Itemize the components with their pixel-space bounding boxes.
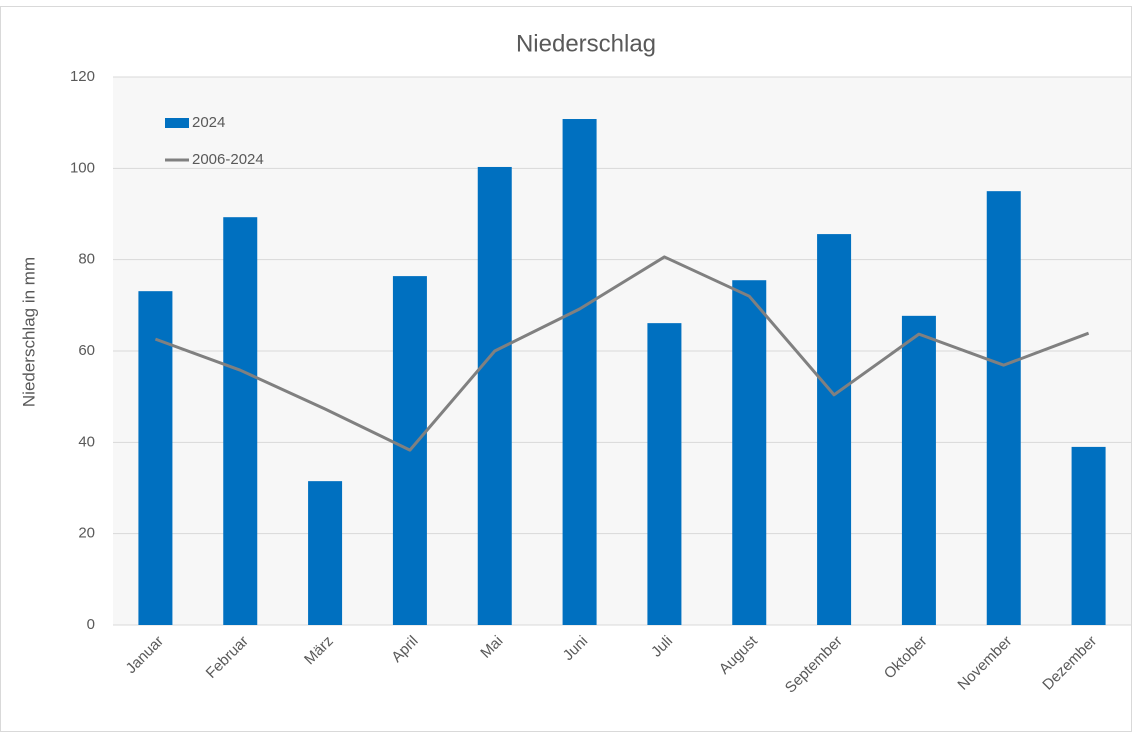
y-tick-label: 80 bbox=[78, 251, 95, 268]
bar bbox=[986, 191, 1021, 625]
bar bbox=[562, 119, 597, 625]
chart-title: Niederschlag bbox=[516, 30, 656, 57]
legend-swatch bbox=[165, 118, 189, 128]
legend-label: 2006-2024 bbox=[192, 151, 264, 168]
bar bbox=[817, 234, 852, 626]
bar bbox=[223, 217, 258, 626]
y-tick-label: 120 bbox=[70, 68, 95, 85]
bar bbox=[308, 481, 343, 625]
y-tick-label: 0 bbox=[87, 616, 95, 633]
bar bbox=[901, 315, 936, 625]
y-tick-label: 40 bbox=[78, 433, 95, 450]
line bbox=[154, 255, 1090, 452]
bar bbox=[647, 323, 682, 625]
y-tick-label: 100 bbox=[70, 159, 95, 176]
bar bbox=[1071, 446, 1106, 625]
y-axis-label: Niederschlag in mm bbox=[19, 257, 38, 407]
y-tick-label: 20 bbox=[78, 525, 95, 542]
bar bbox=[732, 280, 767, 625]
bar bbox=[477, 166, 512, 626]
bar bbox=[138, 291, 173, 625]
legend-label: 2024 bbox=[192, 114, 225, 131]
y-tick-label: 60 bbox=[78, 342, 95, 359]
